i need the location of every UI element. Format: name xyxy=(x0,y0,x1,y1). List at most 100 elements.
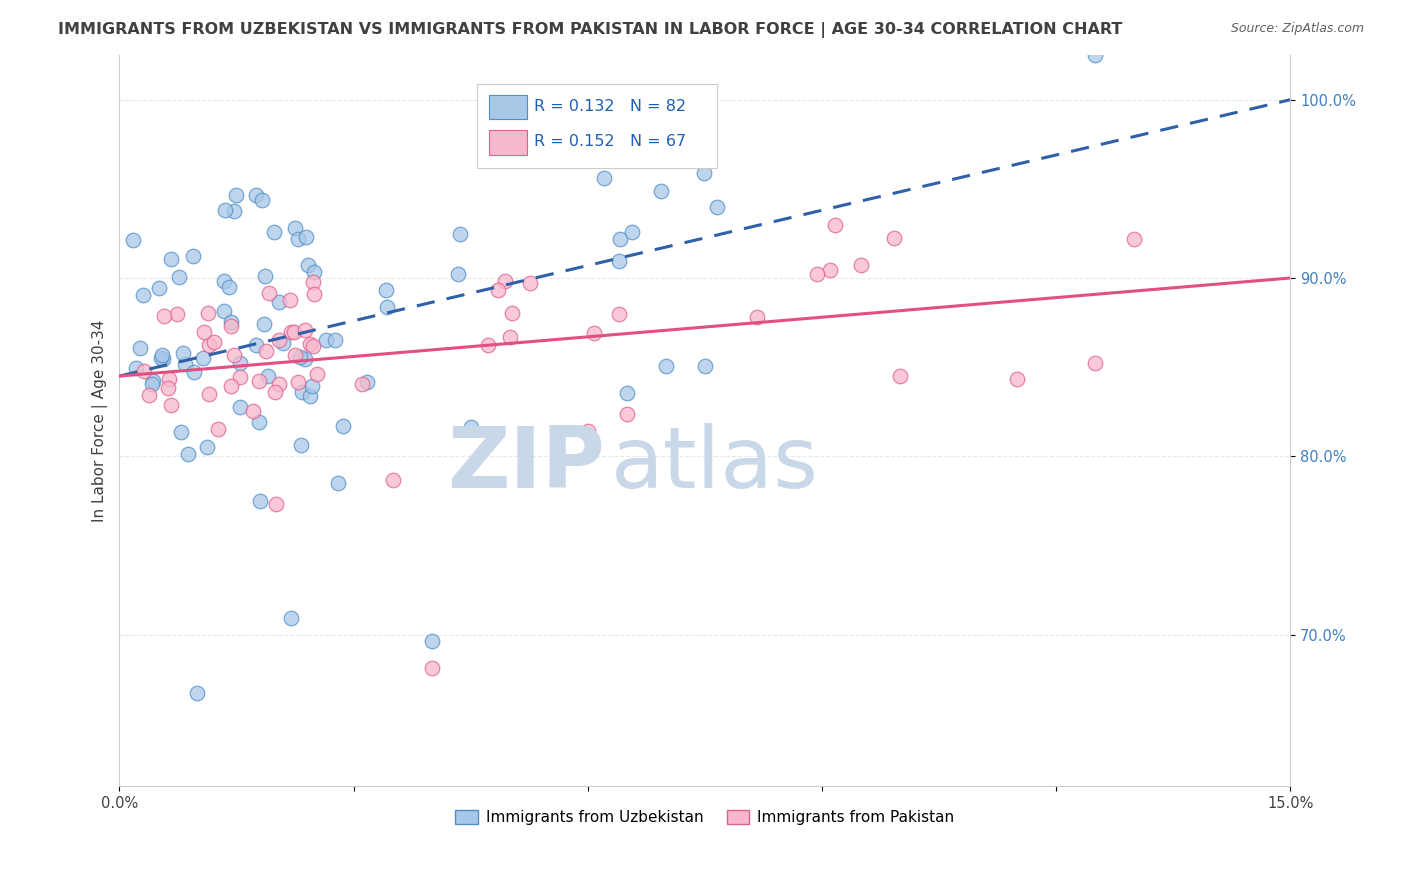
Point xyxy=(824,218,846,232)
Point xyxy=(186,686,208,700)
Point xyxy=(132,364,155,378)
Point xyxy=(332,419,354,434)
Point xyxy=(176,447,198,461)
Point xyxy=(1005,372,1028,386)
Point xyxy=(307,367,329,381)
Y-axis label: In Labor Force | Age 30-34: In Labor Force | Age 30-34 xyxy=(93,319,108,522)
Point xyxy=(212,303,235,318)
Point xyxy=(326,476,349,491)
Text: Source: ZipAtlas.com: Source: ZipAtlas.com xyxy=(1230,22,1364,36)
Point xyxy=(420,661,443,675)
Point xyxy=(170,425,193,440)
Legend: Immigrants from Uzbekistan, Immigrants from Pakistan: Immigrants from Uzbekistan, Immigrants f… xyxy=(450,804,960,831)
Point xyxy=(290,350,312,364)
Point xyxy=(609,232,631,246)
Point xyxy=(287,232,309,246)
Point xyxy=(264,497,287,511)
FancyBboxPatch shape xyxy=(489,129,527,154)
Point xyxy=(157,381,180,395)
Point xyxy=(152,351,174,366)
Point xyxy=(218,280,240,294)
Point xyxy=(245,338,267,352)
Point xyxy=(263,225,285,239)
Point xyxy=(818,263,841,277)
Point xyxy=(159,398,181,412)
Point xyxy=(141,376,163,391)
Point xyxy=(202,334,225,349)
Point xyxy=(249,493,271,508)
Point xyxy=(616,385,638,400)
Point xyxy=(219,379,242,393)
Point xyxy=(197,306,219,320)
Point xyxy=(381,473,404,487)
Point xyxy=(302,286,325,301)
Point xyxy=(193,326,215,340)
Point xyxy=(294,230,316,244)
FancyBboxPatch shape xyxy=(489,95,527,120)
Point xyxy=(650,184,672,198)
Text: R = 0.152   N = 67: R = 0.152 N = 67 xyxy=(534,134,686,149)
Text: R = 0.132   N = 82: R = 0.132 N = 82 xyxy=(534,99,686,114)
Point xyxy=(325,333,347,347)
Point xyxy=(267,333,290,347)
Point xyxy=(616,407,638,421)
Point xyxy=(297,258,319,272)
Point xyxy=(375,300,398,314)
Point xyxy=(576,424,599,438)
Point xyxy=(280,611,302,625)
Point xyxy=(166,307,188,321)
Point xyxy=(159,252,181,267)
Point xyxy=(301,378,323,392)
Point xyxy=(284,348,307,362)
Point xyxy=(245,188,267,202)
Point xyxy=(486,283,509,297)
Point xyxy=(706,200,728,214)
Point xyxy=(302,275,325,289)
Point xyxy=(181,249,204,263)
Point xyxy=(256,368,278,383)
Point xyxy=(273,336,295,351)
Point xyxy=(315,333,337,347)
Point xyxy=(302,339,325,353)
Point xyxy=(256,344,278,359)
Point xyxy=(242,404,264,418)
Point xyxy=(291,384,314,399)
Point xyxy=(1084,356,1107,370)
Point xyxy=(257,285,280,300)
Point xyxy=(229,356,252,370)
Point xyxy=(253,269,276,284)
Point xyxy=(253,317,276,331)
Point xyxy=(655,359,678,373)
Point xyxy=(267,377,290,392)
Point xyxy=(692,166,714,180)
Point xyxy=(125,361,148,376)
Point xyxy=(1084,48,1107,62)
Point xyxy=(252,193,274,207)
Point xyxy=(280,325,302,339)
Point xyxy=(499,330,522,344)
Point xyxy=(225,187,247,202)
Point xyxy=(583,326,606,340)
Point xyxy=(849,258,872,272)
Point xyxy=(152,309,174,323)
Point xyxy=(228,370,250,384)
Text: IMMIGRANTS FROM UZBEKISTAN VS IMMIGRANTS FROM PAKISTAN IN LABOR FORCE | AGE 30-3: IMMIGRANTS FROM UZBEKISTAN VS IMMIGRANTS… xyxy=(58,22,1123,38)
Point xyxy=(294,323,316,337)
Point xyxy=(138,388,160,402)
Point xyxy=(294,352,316,367)
Point xyxy=(198,338,221,352)
Point xyxy=(263,384,285,399)
Point xyxy=(224,348,246,362)
Point xyxy=(620,225,643,239)
Point xyxy=(229,400,252,414)
Point xyxy=(449,227,471,242)
FancyBboxPatch shape xyxy=(477,85,717,169)
Point xyxy=(219,315,242,329)
Point xyxy=(172,346,194,360)
Point xyxy=(284,220,307,235)
Text: ZIP: ZIP xyxy=(447,423,606,506)
Point xyxy=(167,270,190,285)
Point xyxy=(207,422,229,436)
Point xyxy=(121,233,143,247)
Point xyxy=(460,420,482,434)
